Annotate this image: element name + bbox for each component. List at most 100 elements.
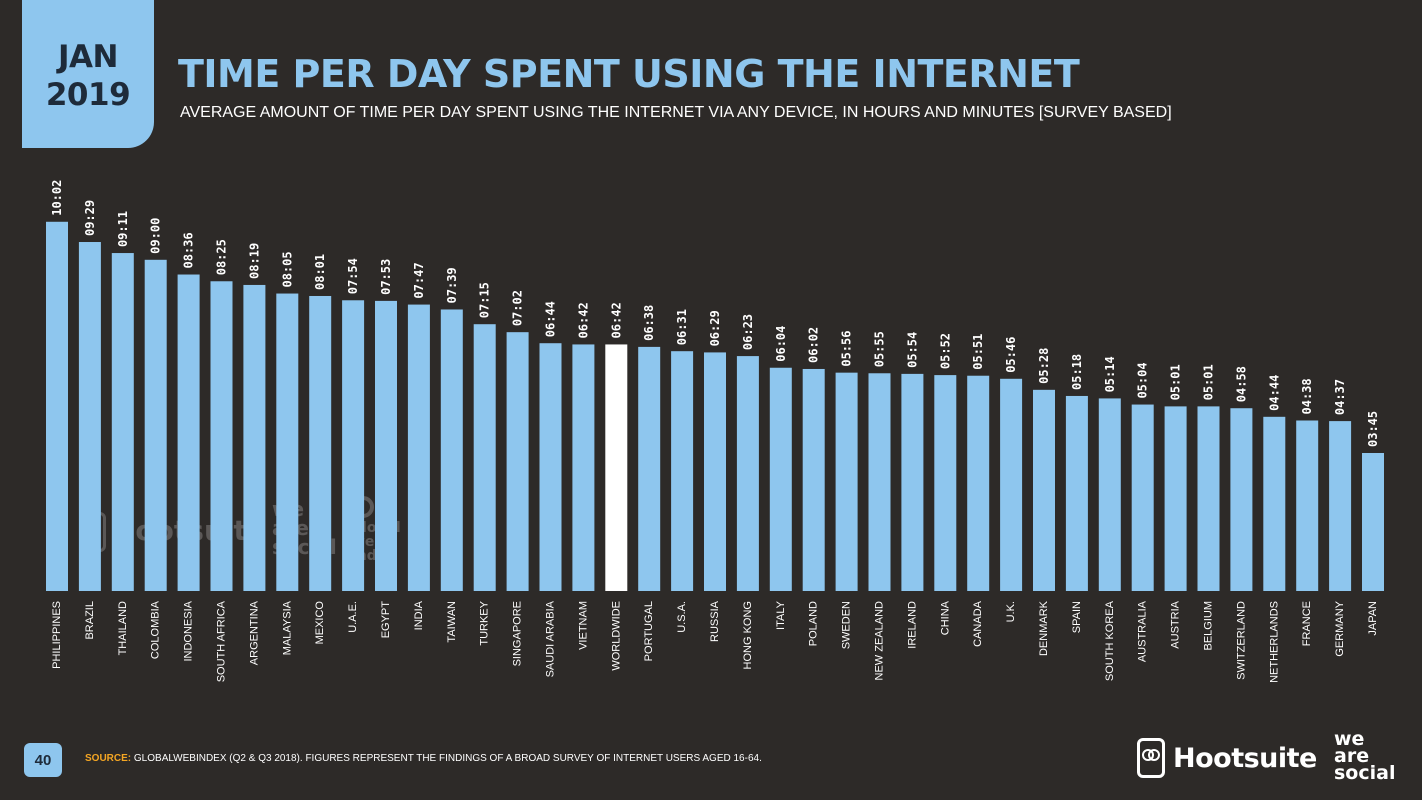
bar-argentina — [243, 284, 266, 591]
value-label: 03:45 — [1366, 411, 1380, 447]
logo-are: are — [1334, 745, 1370, 767]
bar-russia — [704, 352, 726, 591]
bar-austria — [1164, 406, 1187, 591]
category-label: INDONESIA — [183, 600, 195, 661]
category-label: DENMARK — [1038, 600, 1050, 656]
value-label: 06:23 — [741, 314, 755, 350]
bar-u-s-a — [671, 351, 694, 591]
category-label: U.A.E. — [347, 601, 359, 633]
category-label: SWEDEN — [841, 601, 853, 649]
value-label: 07:39 — [445, 267, 459, 303]
value-label: 05:56 — [840, 331, 854, 367]
bar-sweden — [835, 372, 858, 591]
value-label: 08:01 — [313, 254, 327, 290]
value-label: 09:29 — [83, 200, 97, 236]
logo-social: social — [1334, 762, 1396, 784]
value-label: 08:19 — [247, 243, 261, 279]
category-label: U.K. — [1005, 601, 1017, 622]
category-label: SOUTH AFRICA — [216, 600, 228, 682]
category-label: RUSSIA — [709, 600, 721, 642]
bar-u-k — [1000, 378, 1023, 591]
category-label: IRELAND — [906, 601, 918, 649]
value-label: 07:54 — [346, 258, 360, 294]
category-label: PHILIPPINES — [51, 601, 63, 669]
bar-philippines — [46, 221, 68, 592]
source-label: SOURCE: — [85, 753, 132, 764]
bar-belgium — [1197, 406, 1220, 591]
value-label: 04:37 — [1333, 379, 1347, 415]
bar-south-africa — [210, 281, 233, 591]
category-label: AUSTRIA — [1170, 600, 1182, 648]
category-label: POLAND — [808, 601, 820, 646]
category-label: NEW ZEALAND — [874, 601, 886, 681]
bar-colombia — [144, 259, 167, 591]
bar-hong-kong — [736, 356, 759, 591]
value-label: 09:11 — [116, 211, 130, 247]
value-label: 07:15 — [478, 282, 492, 318]
category-label: THAILAND — [117, 601, 129, 655]
category-label: AUSTRALIA — [1137, 600, 1149, 662]
value-label: 10:02 — [50, 180, 64, 216]
bar-vietnam — [572, 344, 595, 591]
category-label: SOUTH KOREA — [1104, 600, 1116, 681]
logo-we: we — [1334, 728, 1365, 750]
value-label: 06:42 — [576, 302, 590, 338]
category-label: U.S.A. — [676, 601, 688, 633]
bar-thailand — [111, 253, 134, 591]
bar-turkey — [473, 324, 496, 591]
owl-icon — [1137, 738, 1165, 778]
page-subtitle: AVERAGE AMOUNT OF TIME PER DAY SPENT USI… — [180, 104, 1172, 121]
value-label: 08:36 — [182, 232, 196, 268]
category-label: MALAYSIA — [281, 600, 293, 655]
value-label: 07:02 — [511, 290, 525, 326]
bar-spain — [1065, 395, 1088, 591]
category-label: INDIA — [413, 600, 425, 630]
value-label: 04:44 — [1267, 375, 1281, 411]
category-label: BRAZIL — [84, 601, 96, 640]
bar-south-korea — [1098, 398, 1121, 591]
bar-poland — [802, 368, 825, 591]
category-label: VIETNAM — [577, 601, 589, 650]
page-title: TIME PER DAY SPENT USING THE INTERNET — [178, 52, 1080, 96]
page-number: 40 — [24, 743, 62, 777]
value-label: 08:05 — [280, 251, 294, 287]
value-label: 06:04 — [774, 326, 788, 362]
value-label: 06:38 — [642, 305, 656, 341]
category-label: EGYPT — [380, 601, 392, 639]
bar-india — [407, 304, 430, 591]
bar-mexico — [309, 295, 332, 591]
bar-brazil — [78, 242, 101, 591]
value-label: 05:04 — [1136, 362, 1150, 398]
value-label: 06:29 — [708, 310, 722, 346]
bar-netherlands — [1263, 416, 1286, 591]
category-label: PORTUGAL — [643, 601, 655, 661]
badge-year: 2019 — [45, 77, 131, 113]
category-label: SPAIN — [1071, 601, 1083, 633]
bar-saudi-arabia — [539, 343, 562, 591]
category-label: GERMANY — [1334, 600, 1346, 656]
category-label: SAUDI ARABIA — [545, 600, 557, 677]
hootsuite-logo: Hootsuite — [1137, 738, 1317, 778]
bar-malaysia — [276, 293, 299, 591]
bar-denmark — [1033, 389, 1055, 591]
value-label: 05:18 — [1070, 354, 1084, 390]
bar-france — [1296, 420, 1319, 591]
source-text: GLOBALWEBINDEX (Q2 & Q3 2018). FIGURES R… — [131, 753, 762, 764]
category-label: WORLDWIDE — [610, 601, 622, 671]
value-label: 04:38 — [1300, 378, 1314, 414]
bar-portugal — [638, 346, 661, 591]
value-label: 07:53 — [379, 259, 393, 295]
badge-month: JAN — [58, 39, 118, 75]
source-note: SOURCE: GLOBALWEBINDEX (Q2 & Q3 2018). F… — [85, 753, 762, 764]
value-label: 06:42 — [609, 302, 623, 338]
bar-taiwan — [440, 309, 463, 591]
value-label: 05:54 — [905, 332, 919, 368]
value-label: 06:31 — [675, 309, 689, 345]
bar-china — [934, 375, 957, 591]
value-label: 05:01 — [1202, 364, 1216, 400]
category-label: TAIWAN — [446, 601, 458, 643]
category-label: JAPAN — [1367, 601, 1379, 636]
category-label: ITALY — [775, 600, 787, 630]
value-label: 05:55 — [873, 331, 887, 367]
